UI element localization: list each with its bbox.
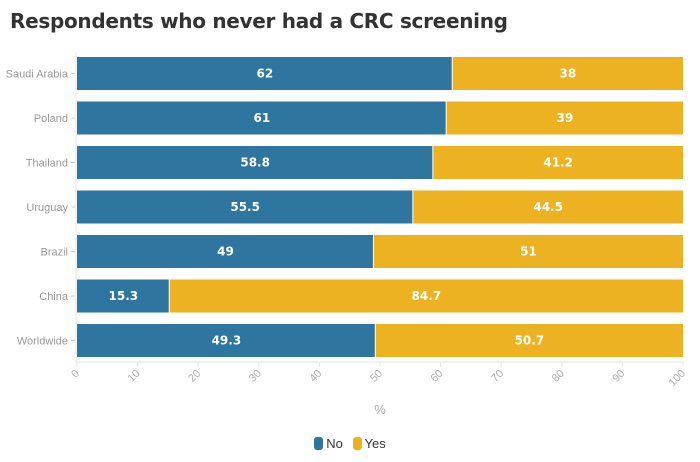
x-axis-label: % — [374, 402, 386, 417]
x-tick-label: 80 — [550, 368, 567, 385]
legend-label-no: No — [326, 436, 343, 451]
legend-swatch-yes — [352, 437, 362, 450]
bar-yes — [452, 57, 683, 90]
x-tick-label: 40 — [307, 368, 324, 385]
data-label: 50.7 — [515, 334, 545, 348]
bar-yes — [373, 235, 683, 268]
x-tick-label: 50 — [368, 368, 385, 385]
x-tick-label: 90 — [610, 368, 627, 385]
data-label: 39 — [556, 111, 573, 125]
data-label: 49 — [217, 245, 234, 259]
x-tick-label: 10 — [126, 368, 143, 385]
y-tick-label: Worldwide — [17, 336, 68, 348]
legend: No Yes — [0, 436, 700, 453]
chart-svg: Saudi Arabia 62 38 Poland 61 39 Thailand 58.8 41… — [6, 52, 688, 417]
y-tick-label: Uruguay — [26, 202, 68, 214]
chart-title: Respondents who never had a CRC screenin… — [10, 9, 508, 33]
bar-no — [77, 190, 413, 224]
x-tick-label: 0 — [69, 368, 82, 381]
bar-yes — [413, 190, 683, 224]
x-tick-label: 20 — [186, 368, 203, 385]
data-label: 44.5 — [533, 200, 563, 214]
data-label: 15.3 — [109, 289, 139, 303]
bar-no — [77, 235, 373, 268]
data-label: 58.8 — [240, 156, 270, 170]
data-label: 41.2 — [543, 156, 573, 170]
legend-label-yes: Yes — [364, 436, 386, 451]
x-tick-label: 30 — [247, 368, 264, 385]
y-tick-label: China — [39, 291, 69, 303]
y-tick-label: Brazil — [40, 247, 68, 259]
x-tick-label: 60 — [429, 368, 446, 385]
bar-no — [77, 324, 375, 357]
data-label: 49.3 — [212, 334, 242, 348]
legend-item-yes[interactable]: Yes — [352, 436, 386, 451]
legend-item-no[interactable]: No — [314, 436, 343, 451]
bar-no — [77, 146, 433, 179]
data-label: 84.7 — [412, 289, 442, 303]
data-label: 61 — [253, 111, 270, 125]
data-label: 38 — [560, 67, 577, 81]
data-label: 51 — [520, 245, 537, 259]
legend-swatch-no — [314, 437, 324, 450]
bar-yes — [375, 324, 683, 357]
bar-yes — [169, 279, 683, 313]
y-tick-label: Poland — [34, 113, 68, 125]
y-tick-label: Saudi Arabia — [6, 69, 69, 81]
bar-yes — [433, 146, 683, 179]
bar-yes — [446, 101, 683, 135]
x-tick-label: 100 — [667, 368, 688, 389]
x-tick-label: 70 — [489, 368, 506, 385]
y-tick-label: Thailand — [26, 158, 68, 170]
bar-no — [77, 57, 452, 90]
data-label: 55.5 — [230, 200, 260, 214]
data-label: 62 — [257, 67, 274, 81]
bar-no — [77, 279, 169, 313]
bar-no — [77, 101, 446, 135]
